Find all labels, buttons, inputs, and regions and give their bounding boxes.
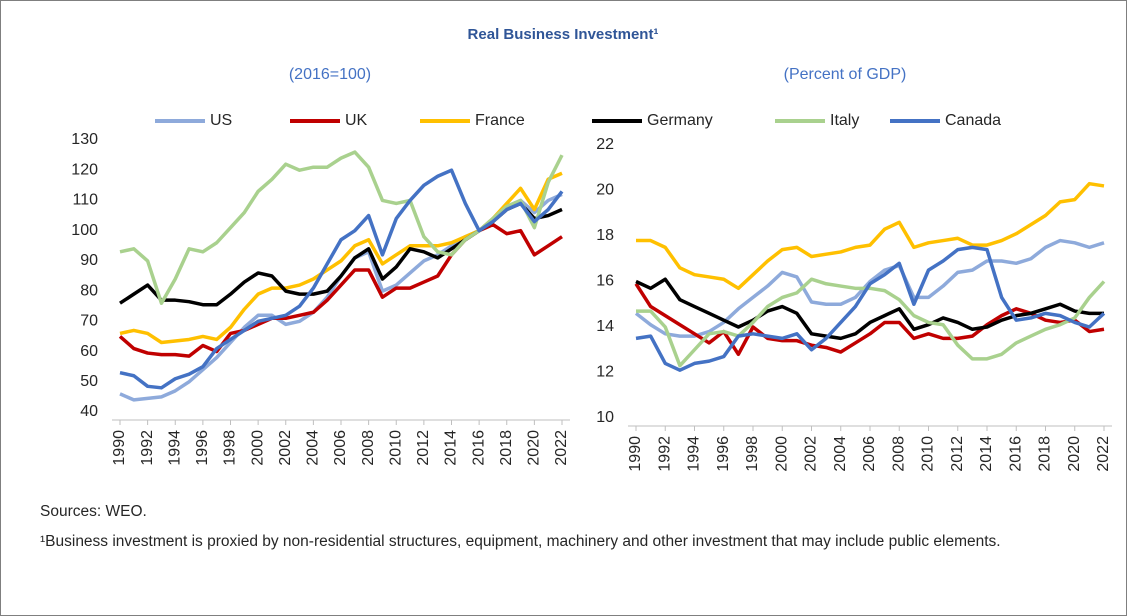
y-tick-label: 50 (80, 373, 98, 390)
x-tick-label: 2022 (1095, 436, 1112, 472)
series-line (119, 168, 564, 390)
legend-label: Italy (830, 112, 859, 129)
series-line (635, 277, 1104, 341)
y-tick-label: 100 (71, 222, 98, 239)
x-tick-label: 1996 (194, 430, 211, 466)
subtitle: (Percent of GDP) (784, 66, 907, 83)
x-tick-label: 1996 (715, 436, 732, 472)
x-tick-label: 2002 (277, 430, 294, 466)
y-tick-label: 14 (596, 318, 614, 335)
y-tick-label: 16 (596, 273, 614, 290)
series-line (636, 181, 1105, 291)
x-tick-label: 2016 (1007, 436, 1024, 472)
x-tick-label: 2010 (387, 430, 404, 466)
y-tick-label: 12 (596, 364, 614, 381)
x-tick-label: 2018 (498, 430, 515, 466)
y-tick-label: 90 (80, 252, 98, 269)
notes: Sources: WEO. ¹Business investment is pr… (40, 500, 1080, 560)
series-line (635, 245, 1106, 372)
x-tick-label: 2006 (861, 436, 878, 472)
source-note: Sources: WEO. (40, 503, 147, 520)
x-tick-label: 2020 (1066, 436, 1083, 472)
x-tick-label: 2016 (470, 430, 487, 466)
y-tick-label: 18 (596, 227, 614, 244)
x-tick-label: 1992 (139, 430, 156, 466)
x-tick-label: 2020 (526, 430, 543, 466)
y-tick-label: 40 (80, 403, 98, 420)
x-tick-label: 2004 (832, 436, 849, 472)
x-tick-label: 1998 (222, 430, 239, 466)
y-tick-label: 110 (72, 192, 98, 209)
x-tick-label: 2008 (890, 436, 907, 472)
x-tick-label: 2006 (332, 430, 349, 466)
series-line (634, 282, 1105, 357)
x-tick-label: 1994 (166, 430, 183, 466)
y-tick-label: 130 (71, 131, 98, 148)
legend-label: Germany (647, 112, 713, 129)
x-tick-label: 2000 (249, 430, 266, 466)
y-tick-label: 60 (80, 343, 98, 360)
x-tick-label: 2018 (1037, 436, 1054, 472)
x-tick-label: 2012 (949, 436, 966, 472)
x-tick-label: 2022 (553, 430, 570, 466)
footnote: ¹Business investment is proxied by non-r… (40, 533, 1001, 550)
y-tick-label: 22 (596, 136, 614, 153)
x-tick-label: 2012 (415, 430, 432, 466)
x-tick-label: 1990 (111, 430, 128, 466)
x-tick-label: 1998 (744, 436, 761, 472)
series-line (634, 238, 1105, 338)
y-tick-label: 10 (596, 409, 614, 426)
x-tick-label: 2002 (803, 436, 820, 472)
chart-title: Real Business Investment¹ (468, 26, 659, 43)
legend-label: US (210, 112, 232, 129)
y-tick-label: 120 (71, 161, 98, 178)
x-tick-label: 1992 (656, 436, 673, 472)
x-tick-label: 2014 (978, 436, 995, 472)
subtitle: (2016=100) (289, 66, 371, 83)
series-line (636, 277, 1106, 368)
x-tick-label: 2010 (920, 436, 937, 472)
legend-label: France (475, 112, 525, 129)
x-tick-label: 1990 (627, 436, 644, 472)
x-tick-label: 2000 (773, 436, 790, 472)
x-tick-label: 2004 (305, 430, 322, 466)
series-line (118, 222, 563, 358)
y-tick-label: 80 (80, 282, 98, 299)
legend-label: Canada (945, 112, 1001, 129)
x-tick-label: 2008 (360, 430, 377, 466)
y-tick-label: 20 (596, 182, 614, 199)
y-tick-label: 70 (80, 313, 98, 330)
x-tick-label: 1994 (686, 436, 703, 472)
x-tick-label: 2014 (443, 430, 460, 466)
legend-label: UK (345, 112, 368, 129)
